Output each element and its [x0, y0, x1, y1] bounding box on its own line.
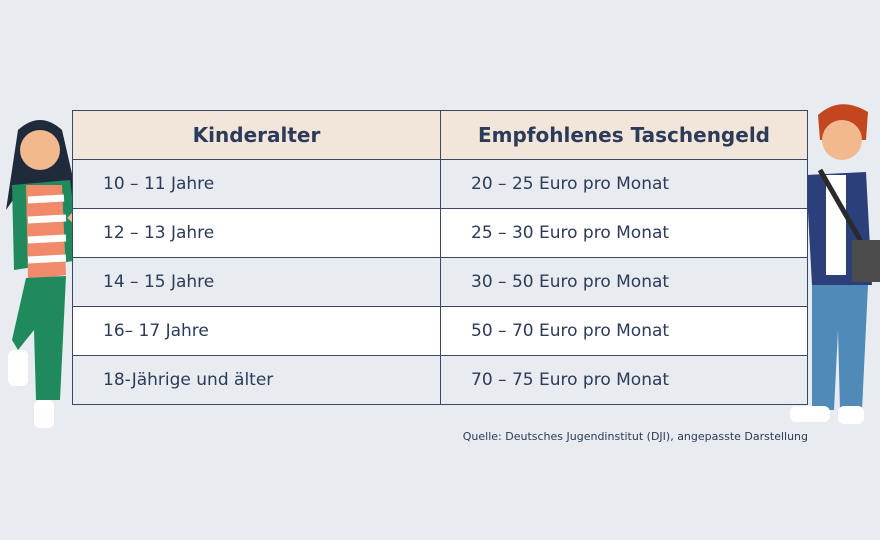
table-cell: 30 – 50 Euro pro Monat: [440, 257, 808, 307]
boy-illustration: [790, 104, 880, 424]
table-row: 10 – 11 Jahre 20 – 25 Euro pro Monat: [72, 159, 808, 209]
table-row: 12 – 13 Jahre 25 – 30 Euro pro Monat: [72, 208, 808, 258]
table-cell: 12 – 13 Jahre: [72, 208, 441, 258]
table-cell: 20 – 25 Euro pro Monat: [440, 159, 808, 209]
table-cell: 25 – 30 Euro pro Monat: [440, 208, 808, 258]
table-cell: 14 – 15 Jahre: [72, 257, 441, 307]
table-row: 14 – 15 Jahre 30 – 50 Euro pro Monat: [72, 257, 808, 307]
column-header: Kinderalter: [72, 110, 441, 160]
table-cell: 16– 17 Jahre: [72, 306, 441, 356]
table-row: 16– 17 Jahre 50 – 70 Euro pro Monat: [72, 306, 808, 356]
source-note: Quelle: Deutsches Jugendinstitut (DJI), …: [462, 430, 808, 443]
table-cell: 18-Jährige und älter: [72, 355, 441, 405]
header-row: Kinderalter Empfohlenes Taschengeld: [72, 110, 808, 160]
girl-illustration: [6, 120, 123, 428]
table-cell: 50 – 70 Euro pro Monat: [440, 306, 808, 356]
column-header: Empfohlenes Taschengeld: [440, 110, 808, 160]
table-cell: 10 – 11 Jahre: [72, 159, 441, 209]
allowance-table: Kinderalter Empfohlenes Taschengeld 10 – …: [72, 110, 808, 405]
table-row: 18-Jährige und älter 70 – 75 Euro pro Mon…: [72, 355, 808, 405]
table-cell: 70 – 75 Euro pro Monat: [440, 355, 808, 405]
